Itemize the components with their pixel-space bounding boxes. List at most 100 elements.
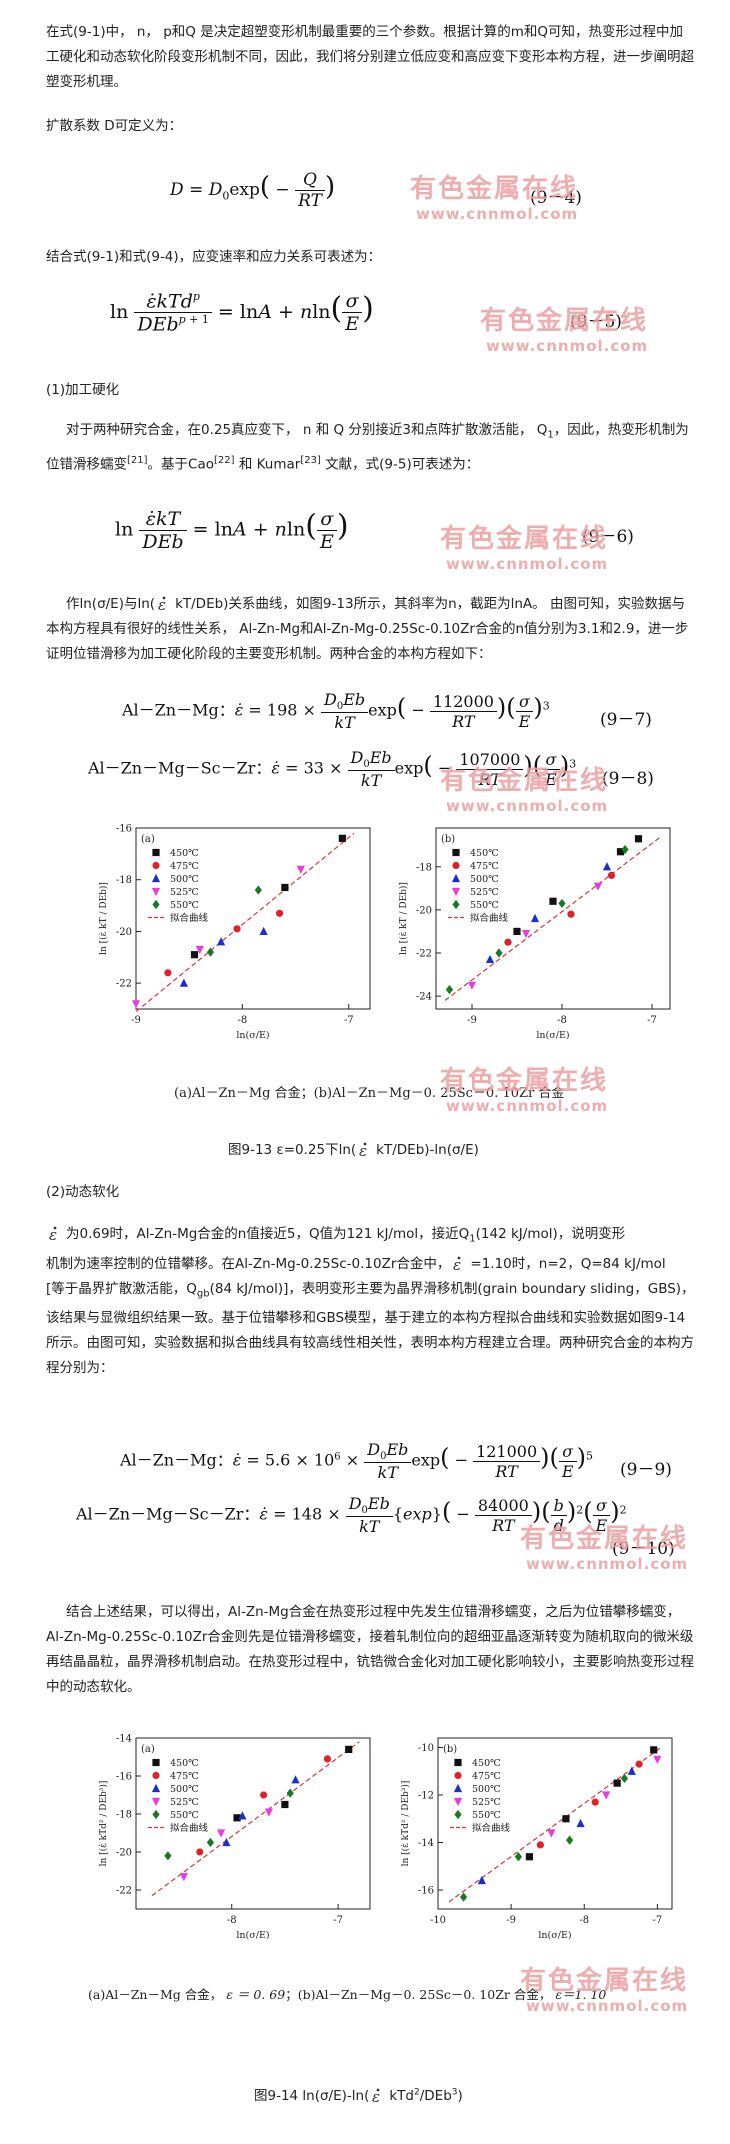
data-point-diamond xyxy=(152,899,160,910)
legend-label: 450℃ xyxy=(170,1758,199,1769)
data-point-triangle-up xyxy=(485,954,495,964)
legend-label: 拟合曲线 xyxy=(472,1822,511,1834)
plot-frame xyxy=(135,827,371,1010)
panel-label: (b) xyxy=(441,834,455,845)
data-point-triangle-down xyxy=(296,865,305,874)
legend-label: 450℃ xyxy=(170,848,199,859)
x-tick-label: -9 xyxy=(506,1915,516,1926)
data-point-triangle-down xyxy=(451,887,461,897)
x-tick-label: -7 xyxy=(653,1915,663,1926)
y-tick-label: -16 xyxy=(116,824,132,835)
panel-label: (b) xyxy=(443,1744,457,1755)
legend-label: 525℃ xyxy=(170,1797,199,1808)
data-point-triangle-up xyxy=(216,937,226,946)
equation-number-9-4: (9－4) xyxy=(530,188,582,208)
y-axis-label: ln [(ε̇ kTd² / DEb³)] xyxy=(98,1781,109,1867)
figure-9-13-subcaption: (a)Al－Zn－Mg 合金；(b)Al－Zn－Mg－0. 25Sc－0. 10… xyxy=(174,1086,565,1101)
data-point-triangle-up xyxy=(179,978,188,987)
paragraph-intro: 在式(9-1)中， n， p和Q 是决定超塑变形机制最重要的三个参数。根据计算的… xyxy=(46,24,694,90)
strain-inline-image: ε xyxy=(46,1225,66,1244)
strain-rate-inline-image: ε xyxy=(369,2087,389,2106)
y-tick-label: -22 xyxy=(116,979,132,990)
y-tick-label: -22 xyxy=(116,1886,132,1897)
legend-label: 550℃ xyxy=(170,1810,199,1821)
equation-number-9-5: (9－5) xyxy=(570,312,622,332)
data-point-triangle-up xyxy=(451,873,461,883)
y-tick-label: -14 xyxy=(418,1838,434,1849)
legend-label: 500℃ xyxy=(472,1784,501,1795)
x-tick-label: -7 xyxy=(647,1015,657,1026)
legend-label: 550℃ xyxy=(472,1810,501,1821)
legend-label: 550℃ xyxy=(470,900,499,911)
y-tick-label: -12 xyxy=(418,1791,434,1802)
data-point-triangle-up xyxy=(238,1811,247,1820)
legend-label: 475℃ xyxy=(472,1771,501,1782)
x-tick-label: -8 xyxy=(237,1015,247,1026)
data-point-triangle-down xyxy=(179,1873,188,1882)
data-point-square xyxy=(233,1814,241,1822)
data-point-triangle-down xyxy=(593,882,603,891)
data-point-circle xyxy=(504,938,512,946)
equation-9-4: D = D0exp( − Q RT) xyxy=(170,170,336,211)
data-point-circle xyxy=(536,1841,544,1849)
data-point-square xyxy=(152,1758,160,1767)
equation-number-9-8: (9－8) xyxy=(602,769,654,789)
data-point-square xyxy=(634,835,643,843)
data-point-diamond xyxy=(620,1773,629,1783)
equation-9-10: Al－Zn－Mg－Sc－Zr：ε̇ = 148 × D0Eb kT {exp}( −… xyxy=(76,1494,627,1537)
data-point-square xyxy=(549,897,557,905)
legend-label: 475℃ xyxy=(170,1771,199,1782)
strain-rate-symbol-icon: ε xyxy=(372,2088,380,2106)
x-tick-label: -9 xyxy=(467,1015,477,1026)
y-tick-label: -18 xyxy=(416,862,432,873)
y-tick-label: -16 xyxy=(116,1772,132,1783)
x-axis-label: ln(σ/E) xyxy=(536,1030,569,1041)
data-point-square xyxy=(525,1853,534,1861)
data-point-circle xyxy=(164,969,172,977)
fit-line xyxy=(135,832,355,1013)
svg-text:ε: ε xyxy=(49,1226,57,1243)
strain-symbol-icon: ε xyxy=(49,1226,57,1244)
data-point-circle xyxy=(260,1791,268,1799)
strain-inline-image: ε xyxy=(450,1255,470,1274)
data-point-circle xyxy=(607,871,616,880)
y-axis-label: ln [(ε̇ kT / DEb)] xyxy=(98,882,109,955)
data-point-triangle-up xyxy=(530,913,540,923)
figure-9-13-title: 图9-13 ε=0.25下ln(ε kT/DEb)-ln(σ/E) xyxy=(228,1142,479,1160)
data-point-triangle-up xyxy=(151,873,161,883)
equation-9-5: ln ε̇kTdp DEbp + 1 = lnA + nln(σ E) xyxy=(110,290,374,336)
data-point-diamond xyxy=(621,844,629,855)
x-axis-label: ln(σ/E) xyxy=(538,1930,571,1941)
legend-label: 525℃ xyxy=(472,1797,501,1808)
legend-label: 525℃ xyxy=(170,887,199,898)
equation-9-7: Al－Zn－Mg：ε̇ = 198 × D0Eb kT exp( − 112000 R… xyxy=(122,690,550,733)
equation-number-9-6: (9－6) xyxy=(582,527,634,547)
data-point-diamond xyxy=(286,1788,294,1798)
data-point-triangle-down xyxy=(602,1791,611,1800)
fit-line xyxy=(444,836,662,1001)
y-tick-label: -16 xyxy=(418,1886,434,1897)
data-point-square xyxy=(452,848,460,857)
data-point-diamond xyxy=(452,899,460,910)
x-tick-label: -8 xyxy=(579,1915,589,1926)
data-point-circle xyxy=(454,1771,462,1780)
data-point-circle xyxy=(567,910,575,918)
data-point-square xyxy=(190,951,199,959)
legend-label: 450℃ xyxy=(470,848,499,859)
data-point-square xyxy=(338,834,346,842)
legend-label: 500℃ xyxy=(170,874,199,885)
data-point-diamond xyxy=(558,898,566,909)
x-tick-label: -9 xyxy=(131,1015,141,1026)
equation-number-9-10: (9－10) xyxy=(612,1539,675,1559)
paragraph-conclusion: 结合上述结果，可以得出，Al-Zn-Mg合金在热变形过程中先发生位错滑移蠕变，之… xyxy=(46,1604,694,1695)
data-point-square xyxy=(650,1746,658,1754)
panel-label: (a) xyxy=(141,834,155,845)
x-axis-label: ln(σ/E) xyxy=(236,1930,269,1941)
data-point-triangle-down xyxy=(131,1000,141,1009)
panel-label: (a) xyxy=(141,1744,155,1755)
data-point-circle xyxy=(275,909,284,917)
paragraph-figure-13-description: 作ln(σ/E)与ln(ε kT/DEb)关系曲线，如图9-13所示，其斜率为n，… xyxy=(46,596,689,662)
legend-label: 450℃ xyxy=(472,1758,501,1769)
figure-9-13b-chart: -9 -8 -7 -18 -20 -22 -24 ln(σ/E) ln [(ε̇ kT / DE… xyxy=(398,827,671,1041)
paragraph-combined: 结合式(9-1)和式(9-4)，应变速率和应力关系可表述为： xyxy=(46,249,382,265)
